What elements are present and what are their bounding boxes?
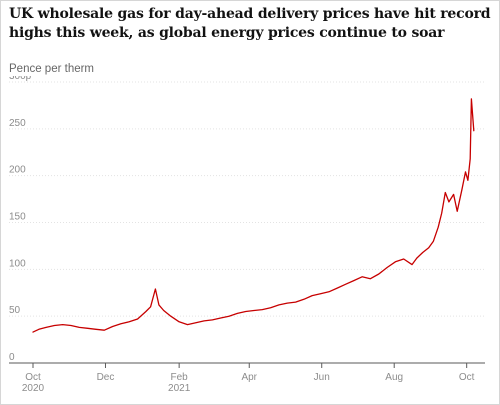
y-tick-label: 100 bbox=[9, 258, 26, 269]
data-point bbox=[456, 211, 458, 213]
data-point bbox=[87, 328, 89, 330]
data-point bbox=[253, 310, 255, 312]
gridlines bbox=[9, 81, 485, 317]
x-tick-label: Oct bbox=[459, 372, 475, 383]
x-tick-year-label: 2021 bbox=[168, 383, 191, 394]
data-point bbox=[228, 315, 230, 317]
data-point bbox=[461, 189, 463, 191]
data-point bbox=[395, 261, 397, 263]
data-point bbox=[32, 331, 34, 333]
data-point bbox=[287, 302, 289, 304]
data-point bbox=[428, 247, 430, 249]
data-point bbox=[178, 321, 180, 323]
data-point bbox=[62, 324, 64, 326]
data-point bbox=[353, 280, 355, 282]
data-point bbox=[416, 257, 418, 259]
data-point bbox=[54, 325, 56, 327]
x-tick-label: Jun bbox=[314, 372, 330, 383]
data-point bbox=[195, 322, 197, 324]
data-point bbox=[220, 317, 222, 319]
y-tick-label: 250 bbox=[9, 118, 26, 129]
data-point bbox=[345, 284, 347, 286]
data-point bbox=[104, 329, 106, 331]
data-point bbox=[70, 325, 72, 327]
data-point bbox=[403, 258, 405, 260]
x-tick-label: Apr bbox=[241, 372, 257, 383]
data-point bbox=[473, 130, 475, 132]
data-point bbox=[163, 310, 165, 312]
data-point bbox=[378, 273, 380, 275]
y-axis-unit-label: Pence per therm bbox=[9, 63, 98, 76]
data-point bbox=[150, 306, 152, 308]
series-line bbox=[32, 98, 475, 333]
data-point bbox=[441, 212, 443, 214]
data-point bbox=[453, 194, 455, 196]
data-point bbox=[320, 293, 322, 295]
data-point bbox=[278, 304, 280, 306]
x-tick-label: Dec bbox=[97, 372, 115, 383]
data-point bbox=[361, 276, 363, 278]
data-point bbox=[270, 307, 272, 309]
data-point bbox=[112, 326, 114, 328]
data-point bbox=[170, 315, 172, 317]
x-tick-label: Aug bbox=[385, 372, 403, 383]
x-tick-label: Feb bbox=[171, 372, 189, 383]
data-point bbox=[158, 304, 160, 306]
x-tick-label: Oct bbox=[25, 372, 41, 383]
data-point bbox=[79, 327, 81, 329]
data-point bbox=[422, 252, 424, 254]
data-point bbox=[311, 295, 313, 297]
data-point bbox=[437, 226, 439, 228]
chart-title: UK wholesale gas for day-ahead delivery … bbox=[9, 6, 491, 41]
data-point bbox=[237, 313, 239, 315]
data-point bbox=[472, 114, 474, 116]
data-point bbox=[212, 319, 214, 321]
y-axis-tick-labels: 0 50 100 150 200 250 300p bbox=[9, 71, 32, 363]
y-tick-label: 150 bbox=[9, 212, 26, 223]
data-point bbox=[471, 98, 473, 100]
y-tick-label: 200 bbox=[9, 165, 26, 176]
x-tick-year-label: 2020 bbox=[22, 383, 45, 394]
data-point bbox=[145, 311, 147, 313]
data-point bbox=[411, 264, 413, 266]
data-point bbox=[120, 323, 122, 325]
data-point bbox=[128, 321, 130, 323]
data-point bbox=[445, 192, 447, 194]
data-point bbox=[370, 278, 372, 280]
data-point bbox=[262, 309, 264, 311]
data-point bbox=[95, 329, 97, 331]
data-point bbox=[336, 287, 338, 289]
series-layer bbox=[32, 98, 475, 333]
data-point bbox=[448, 201, 450, 203]
data-point bbox=[295, 301, 297, 303]
data-point bbox=[137, 318, 139, 320]
data-point bbox=[203, 320, 205, 322]
data-point bbox=[303, 299, 305, 301]
data-point bbox=[386, 267, 388, 269]
data-point bbox=[328, 291, 330, 293]
data-point bbox=[469, 158, 471, 160]
y-tick-label: 50 bbox=[9, 305, 21, 316]
data-point bbox=[245, 311, 247, 313]
data-point bbox=[465, 171, 467, 173]
data-point bbox=[45, 327, 47, 329]
y-tick-label: 0 bbox=[9, 352, 15, 363]
data-point bbox=[467, 180, 469, 182]
y-tick-label: 300p bbox=[9, 71, 32, 82]
data-point bbox=[187, 324, 189, 326]
data-point bbox=[155, 288, 157, 290]
data-point bbox=[433, 240, 435, 242]
data-point bbox=[38, 329, 40, 331]
